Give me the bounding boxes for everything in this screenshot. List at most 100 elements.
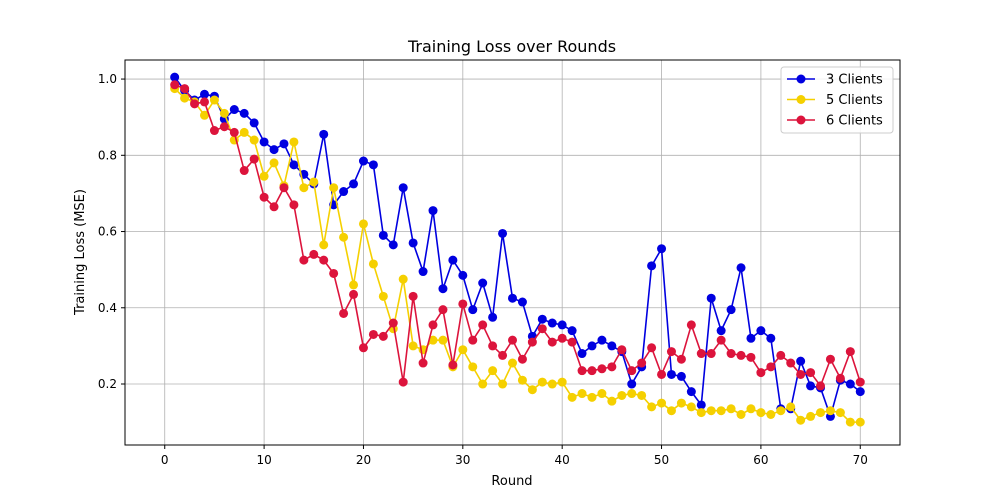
data-point (855, 377, 865, 387)
x-tick-label: 30 (455, 453, 470, 467)
data-point (408, 238, 418, 248)
data-point (537, 314, 547, 324)
data-point (756, 368, 766, 378)
data-point (498, 350, 508, 360)
series-2 (170, 84, 865, 427)
data-point (736, 410, 746, 419)
data-point (468, 335, 478, 345)
data-point (319, 129, 329, 139)
data-point (458, 345, 468, 355)
data-point (547, 337, 557, 347)
data-point (249, 135, 259, 145)
data-point (209, 126, 219, 136)
data-point (637, 390, 647, 400)
data-point (766, 362, 776, 372)
data-point (329, 268, 339, 278)
data-point (686, 320, 696, 330)
data-point (209, 95, 219, 105)
data-point (428, 206, 438, 216)
data-point (488, 341, 498, 351)
data-point (806, 381, 816, 391)
data-point (657, 398, 667, 408)
x-axis-label: Round (491, 474, 532, 489)
data-point (597, 364, 607, 374)
data-point (607, 341, 617, 351)
data-point (547, 379, 557, 389)
data-point (726, 349, 736, 359)
data-point (378, 291, 388, 301)
data-point (816, 408, 826, 418)
data-point (488, 312, 498, 322)
data-point (170, 80, 180, 90)
data-point (289, 160, 299, 170)
data-point (706, 293, 716, 303)
data-point (378, 230, 388, 240)
data-point (666, 347, 676, 357)
data-point (617, 345, 627, 355)
data-point (726, 404, 736, 414)
data-point (269, 202, 279, 212)
data-point (259, 171, 269, 181)
data-point (170, 72, 180, 82)
data-point (716, 335, 726, 345)
data-point (199, 97, 209, 107)
data-point (825, 354, 835, 364)
data-point (259, 192, 269, 202)
data-point (845, 417, 855, 427)
data-point (358, 219, 368, 229)
data-point (776, 350, 786, 360)
data-point (657, 244, 667, 254)
x-tick-label: 20 (356, 453, 371, 467)
data-point (855, 387, 865, 397)
x-tick-label: 10 (256, 453, 271, 467)
legend-box (780, 66, 894, 134)
data-point (706, 406, 716, 416)
data-point (776, 406, 786, 416)
data-point (825, 406, 835, 416)
data-point (408, 291, 418, 301)
data-point (607, 362, 617, 372)
data-point (597, 335, 607, 345)
y-tick-label: 1.0 (98, 72, 117, 86)
data-point (686, 402, 696, 412)
x-axis: 0 10 20 30 40 50 60 70 (161, 445, 868, 467)
data-point (557, 320, 567, 330)
data-point (398, 377, 408, 387)
data-point (766, 410, 776, 419)
legend-marker (796, 95, 806, 104)
data-point (766, 333, 776, 343)
legend-label: 5 Clients (826, 93, 883, 108)
data-point (269, 145, 279, 155)
data-point (259, 137, 269, 147)
data-point (508, 358, 517, 368)
y-axis: 0.2 0.4 0.6 0.8 1.0 (98, 72, 125, 391)
legend-marker (796, 115, 806, 125)
data-point (478, 379, 488, 389)
data-point (696, 349, 706, 359)
data-point (488, 366, 498, 376)
data-point (358, 156, 368, 166)
data-point (349, 289, 359, 299)
data-point (299, 183, 309, 193)
data-point (428, 320, 438, 330)
x-tick-label: 60 (753, 453, 768, 467)
data-point (498, 228, 508, 238)
data-point (388, 240, 398, 250)
data-point (746, 333, 756, 343)
data-point (418, 358, 428, 368)
data-point (249, 118, 259, 128)
data-point (349, 179, 359, 189)
data-point (706, 349, 716, 359)
data-point (229, 127, 239, 137)
data-point (756, 408, 766, 418)
data-point (567, 326, 577, 336)
data-point (458, 270, 468, 280)
data-point (418, 267, 428, 277)
data-point (647, 402, 657, 412)
data-point (786, 402, 796, 412)
data-point (627, 366, 637, 376)
data-point (498, 379, 508, 389)
data-point (388, 318, 398, 328)
data-point (219, 108, 229, 118)
